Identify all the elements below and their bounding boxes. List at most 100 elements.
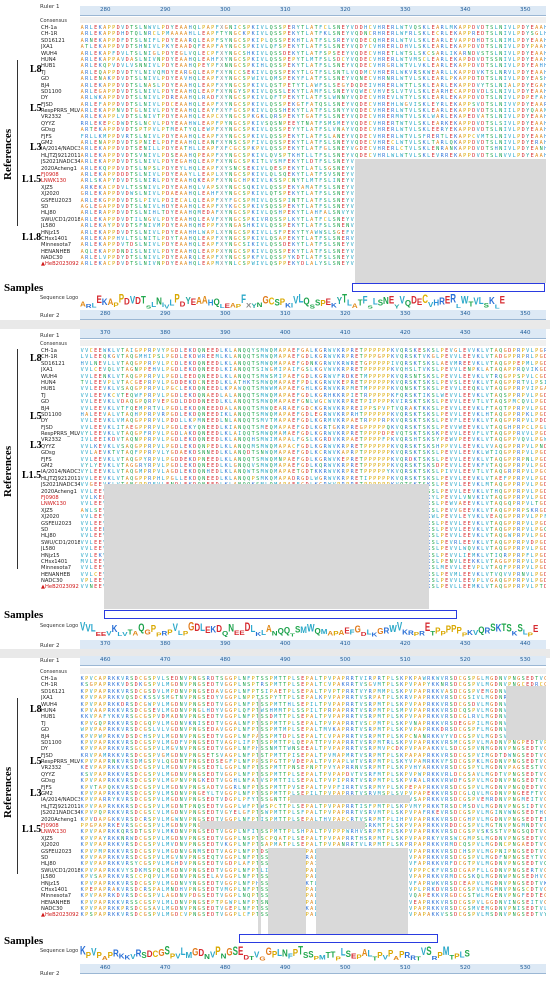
panel-separator [0, 320, 550, 329]
ruler-tick: 330 [400, 311, 411, 317]
sequence-row: KPVTAPQKKVRSDCGSPVLMGDNVPNGSADTVGGRLNFPT… [80, 784, 546, 791]
sequence-logo: ARLEKAPPDVDTSLNIVLPDYEAAHQLEAPFXYNGCSPKI… [80, 293, 505, 310]
ruler-tick: 530 [520, 965, 531, 971]
sequence-name: CH-1R [41, 31, 58, 38]
sequence-name: SD1100 [41, 88, 62, 95]
sequence-name: Minnesota7 [41, 242, 72, 249]
sequence-name: GD [41, 727, 50, 734]
sequence-name: HENANHEB [41, 248, 71, 255]
sequence-row: VYLEEVKLVTAQGPFRPVLPGDLAKDQNEEDLKLAIQQTS… [80, 431, 546, 438]
sequence-name: JL580 [41, 874, 56, 881]
sequence-name: GDsg [41, 450, 56, 457]
sequence-row: HVLNEVLLVTAQGPPRPVLPCDLEKDQNEEDLKLANQQTS… [80, 360, 546, 367]
sequence-row: KPVCAPRKKVRSDCGSPVLSEDNVPNGSRDTSGGPLNFPT… [80, 676, 546, 682]
sequence-name: HUN4 [41, 707, 56, 714]
alignment-panel-3: Ruler 1 460 470 480 490 500 510 520 530 Consens… [0, 656, 550, 982]
ruler-tick: 350 [520, 7, 531, 13]
ruler-tick: 400 [280, 641, 291, 647]
sequence-row: KPVPAPRKKVRSDCGSPVLMVDNVPNGSEDTVKGPLNFPT… [80, 842, 546, 849]
sequence-row: KSVPAPRKKVRSDCGSPVLMGDNVPNGSEDTVGGPLNFPT… [80, 771, 546, 778]
sequence-names: CH-1a CH-1R SD16121 JXA1 WUH4 HUN4 HUB1 TJ GD BJ4… [41, 25, 80, 268]
ruler-tick: 390 [220, 330, 231, 336]
sequence-name: CH-1a [41, 676, 57, 682]
sample-sequence-name: ▲HeB2023092 [41, 584, 79, 591]
sequence-name: HUB1 [41, 714, 56, 721]
group-bracket [17, 60, 18, 226]
sequence-name: JL580 [41, 546, 56, 553]
group-L8: L8 [30, 704, 42, 715]
sequence-name: IA/2014/NADC34 [41, 797, 80, 804]
sequence-name: FJFS [41, 456, 52, 463]
sequence-name: HENANHEB [41, 899, 71, 906]
sequence-name: SD16121 [41, 37, 65, 44]
sequence-logo-label: Sequence Logo [40, 623, 79, 629]
sequence-name: GDsg [41, 127, 56, 134]
sequence-name: LNWK130 [41, 829, 67, 836]
sample-sequence-name: ▲HeB2023092 [41, 261, 79, 268]
alignment-panel-1: Ruler 1 280 290 300 310 320 330 340 350 Consens… [0, 0, 550, 320]
sequence-row: TVLEEVPLVTACGEPRPVLPGDDEKDCNEEDLKLATHKTS… [80, 379, 546, 386]
sequence-name: LNWK130 [41, 178, 67, 185]
sequence-logo: KPVPAPRKKVRSDCGSPVLMGDNVPNGSEDTVGGPLNFPT… [80, 945, 470, 962]
sequence-name: SWU/CD1/2018 [41, 216, 80, 223]
group-L3: L3 [30, 788, 42, 799]
consensus-track [80, 17, 546, 23]
sequence-name: Minnesota7 [41, 893, 72, 900]
sequence-name: SD [41, 526, 49, 533]
deletion-region [268, 848, 306, 934]
sequence-row: VVLEEVKLVDAQGPQRPVEPGDLDDDDNEEDLKLANQQTS… [80, 399, 546, 406]
references-label: References [2, 766, 14, 818]
panel-separator [0, 649, 550, 658]
sequence-name: CH-1R [41, 354, 58, 361]
sequence-name: GDsg [41, 778, 56, 785]
sequence-row: ARLEGAPPDVDTSLNIVLPDYEAAHQLEAPFXYNGYSPKI… [80, 88, 546, 95]
sequence-row: KPVGQPRKKVRSDCGQPVLMGDNVKNISEDTVGGALNFPT… [80, 720, 546, 727]
sequence-name: FJSD [41, 424, 53, 431]
sequence-name: HUN4 [41, 56, 56, 63]
sequence-name: RespPRRS_MLV [41, 759, 80, 766]
sequence-row: HALEEVALVTAQHPPRPVRPGDLEKDQNEEDIKLANQQTS… [80, 411, 546, 418]
ruler-tick: 430 [460, 330, 471, 336]
group-L1.5: L1.5 [22, 824, 42, 835]
deletion-region [506, 686, 546, 740]
sequence-name: WUH4 [41, 701, 58, 708]
sequence-name: CH-1a [41, 348, 57, 354]
sequence-row: KPVPAPRKKVRSGCGSPVLMGVNVPNGSEDTVGGPLNFPH… [80, 746, 546, 753]
group-L3: L3 [30, 440, 42, 451]
ruler2-label: Ruler 2 [40, 313, 60, 319]
ruler-tick: 430 [460, 641, 471, 647]
sequence-row: KEVPAPRKKVKSDCGSPVLMGDNVPNGSEDTLGGPLNFPT… [80, 765, 546, 772]
sequence-name: QYYZ [41, 771, 55, 778]
ruler-tick: 280 [100, 311, 111, 317]
group-L3: L3 [30, 142, 42, 153]
sequence-name: TJ [41, 69, 46, 76]
sequence-name: FJFS [41, 784, 52, 791]
sequence-row: ATLEKAPPDVDTSHNIVLPKYEAADQFEAPFAYNGCSPKI… [80, 44, 546, 51]
sequence-name: 2020Acheng1 [41, 816, 77, 823]
sequence-name: XJZ5 [41, 835, 53, 842]
sequence-row: ARLEQAPPDVDTYLNIVQMDYEARGQLEAPFXYNCCSEKI… [80, 69, 546, 76]
sequence-name: HLJ80 [41, 861, 56, 868]
ruler-tick: 440 [520, 641, 531, 647]
sequence-name: Minnesota7 [41, 565, 72, 572]
ruler-tick: 480 [220, 965, 231, 971]
ruler-tick: 520 [460, 657, 471, 663]
sequence-row: VVLCEVQLVTAGNPPEHVLPGDLEKDQNEEDLKIANQQTS… [80, 367, 546, 374]
sequence-name: 2020Acheng1 [41, 488, 77, 495]
sample-highlight [352, 283, 545, 292]
sequence-row: ARLEKAPPNVDTGLNIVLPDYEAAHQLEAYFXYFGCSPKI… [80, 108, 546, 115]
ruler2-label: Ruler 2 [40, 971, 60, 977]
sequence-row: KPVPAPRKKQRSDTGSPVLMKDNVPNGSEDTVGGPLNFIT… [80, 829, 546, 836]
ruler-tick: 380 [160, 330, 171, 336]
ruler1-label: Ruler 1 [40, 333, 60, 339]
sequence-row: KSGPAPRKKVDSDKGSPVLMGDNVPNGSEDTVGGPLNSPT… [80, 682, 546, 689]
ruler-tick: 320 [340, 7, 351, 13]
sequence-row: ARTEKAPPDVDTSPTPVLPTMEATYQLEWPFXYNGCSPKI… [80, 127, 546, 134]
sequence-row: VVLEEVKLVTFQEMPRTVLPGDLEKDQNEEDDALANQQTS… [80, 405, 546, 412]
sequence-row: KPVPAPRKKVRSDCGSPVLMGPNVPNGKEDTVGGHLNFAT… [80, 778, 546, 785]
sequence-name: CHsx1401 [41, 235, 68, 242]
sequence-row: KKVPAFYKKVRSGCGSPVDMADNVPNGSEDTVGGPLNFPT… [80, 714, 546, 721]
consensus-label: Consensus [40, 18, 67, 24]
sequence-row: VYLYEVKLVTAGGRYRPVLPGDLEKDQNEEDLKLGNQQVS… [80, 463, 546, 470]
sequence-name: XJ2020 [41, 842, 60, 849]
